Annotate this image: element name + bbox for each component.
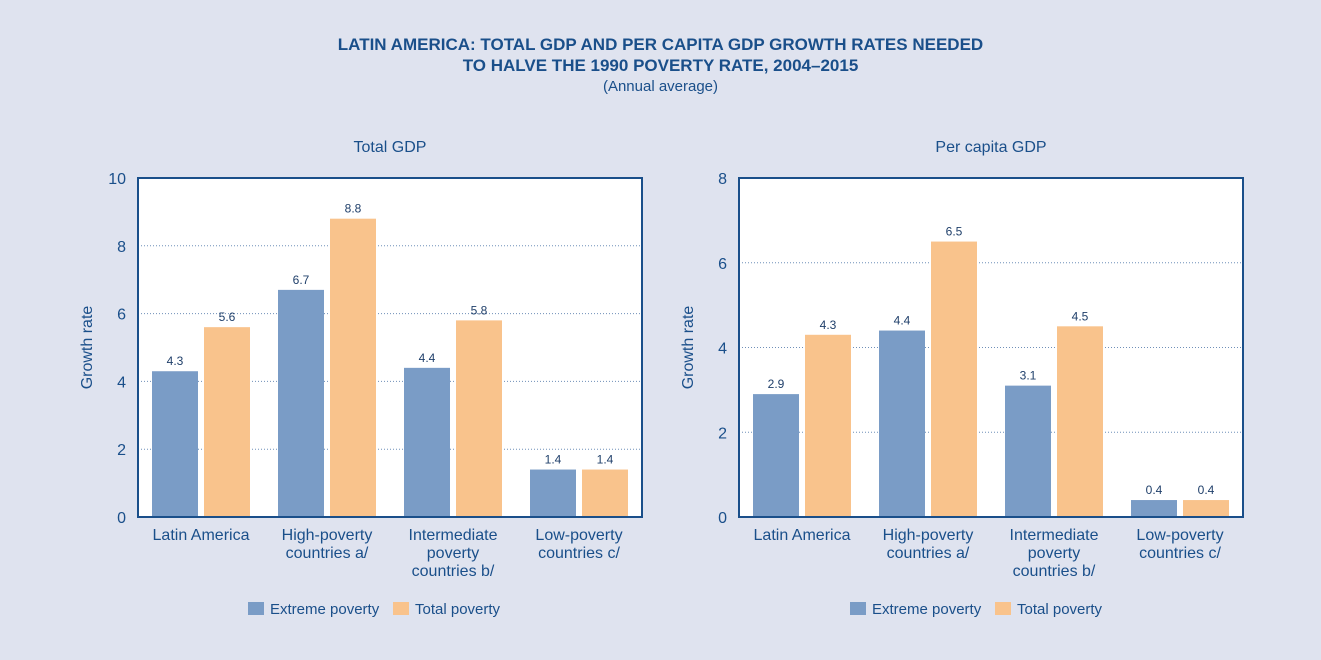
bar-extreme-poverty — [1131, 500, 1177, 517]
category-label: Low-poverty — [1136, 527, 1223, 544]
data-label: 0.4 — [1198, 483, 1215, 497]
y-tick-label: 2 — [718, 425, 727, 442]
category-label: poverty — [427, 545, 479, 562]
y-axis-label: Growth rate — [680, 306, 697, 390]
figure-title-line-2: TO HALVE THE 1990 POVERTY RATE, 2004–201… — [462, 56, 859, 75]
category-label: High-poverty — [282, 527, 373, 544]
bar-extreme-poverty — [404, 367, 450, 517]
bar-total-poverty — [931, 241, 977, 517]
y-tick-label: 6 — [718, 256, 727, 273]
category-label: poverty — [1028, 545, 1080, 562]
category-label: Low-poverty — [535, 527, 622, 544]
bar-extreme-poverty — [278, 289, 324, 517]
axis-frame — [738, 177, 1244, 518]
data-label: 1.4 — [545, 453, 562, 467]
data-label: 5.8 — [471, 303, 488, 317]
bar-total-poverty — [330, 218, 376, 517]
axis-frame — [137, 177, 643, 518]
legend-swatch-extreme-poverty — [248, 602, 264, 615]
figure-subtitle: (Annual average) — [602, 78, 719, 95]
data-label: 1.4 — [597, 453, 614, 467]
category-label: Latin America — [754, 527, 851, 544]
y-axis-label: Growth rate — [79, 306, 96, 390]
chart-title: Total GDP — [354, 139, 427, 156]
legend-label-total-poverty: Total poverty — [415, 601, 501, 618]
y-tick-label: 0 — [718, 510, 727, 527]
category-label: countries a/ — [286, 545, 369, 562]
data-label: 4.3 — [167, 354, 184, 368]
legend-label-total-poverty: Total poverty — [1017, 601, 1103, 618]
bar-total-poverty — [582, 469, 628, 517]
bar-extreme-poverty — [1005, 385, 1051, 517]
legend-label-extreme-poverty: Extreme poverty — [872, 601, 982, 618]
legend-swatch-total-poverty — [995, 602, 1011, 615]
data-label: 2.9 — [768, 377, 785, 391]
y-tick-label: 6 — [117, 307, 126, 324]
category-label: countries c/ — [538, 545, 620, 562]
bar-total-poverty — [204, 327, 250, 517]
data-label: 3.1 — [1020, 369, 1037, 383]
figure-header: LATIN AMERICA: TOTAL GDP AND PER CAPITA … — [0, 34, 1321, 97]
data-label: 6.5 — [946, 225, 963, 239]
category-label: High-poverty — [883, 527, 974, 544]
bar-extreme-poverty — [530, 469, 576, 517]
category-label: Intermediate — [1010, 527, 1099, 544]
bar-extreme-poverty — [879, 330, 925, 517]
category-label: countries c/ — [1139, 545, 1221, 562]
bar-total-poverty — [805, 334, 851, 517]
legend-label-extreme-poverty: Extreme poverty — [270, 601, 380, 618]
category-label: Latin America — [153, 527, 250, 544]
y-tick-label: 4 — [117, 374, 126, 391]
y-tick-label: 4 — [718, 341, 727, 358]
total-gdp-chart: Total GDP 0 2 4 6 8 10 4.3 5.6 Latin America 6.7 8.… — [79, 139, 643, 618]
data-label: 0.4 — [1146, 483, 1163, 497]
figure-title-line-1: LATIN AMERICA: TOTAL GDP AND PER CAPITA … — [337, 35, 984, 54]
y-tick-label: 10 — [108, 171, 126, 188]
data-label: 4.4 — [894, 314, 911, 328]
data-label: 8.8 — [345, 202, 362, 216]
bar-total-poverty — [456, 320, 502, 517]
data-label: 6.7 — [293, 273, 310, 287]
data-label: 4.4 — [419, 351, 436, 365]
data-label: 5.6 — [219, 310, 236, 324]
data-label: 4.5 — [1072, 309, 1089, 323]
y-tick-label: 2 — [117, 442, 126, 459]
category-label: Intermediate — [409, 527, 498, 544]
category-label: countries a/ — [887, 545, 970, 562]
data-label: 4.3 — [820, 318, 837, 332]
category-label: countries b/ — [412, 563, 495, 580]
bar-extreme-poverty — [753, 394, 799, 517]
bar-total-poverty — [1183, 500, 1229, 517]
y-tick-label: 8 — [718, 171, 727, 188]
bar-extreme-poverty — [152, 371, 198, 517]
y-tick-label: 8 — [117, 239, 126, 256]
y-tick-label: 0 — [117, 510, 126, 527]
legend-swatch-total-poverty — [393, 602, 409, 615]
chart-title: Per capita GDP — [935, 139, 1046, 156]
bar-total-poverty — [1057, 326, 1103, 517]
category-label: countries b/ — [1013, 563, 1096, 580]
legend-swatch-extreme-poverty — [850, 602, 866, 615]
